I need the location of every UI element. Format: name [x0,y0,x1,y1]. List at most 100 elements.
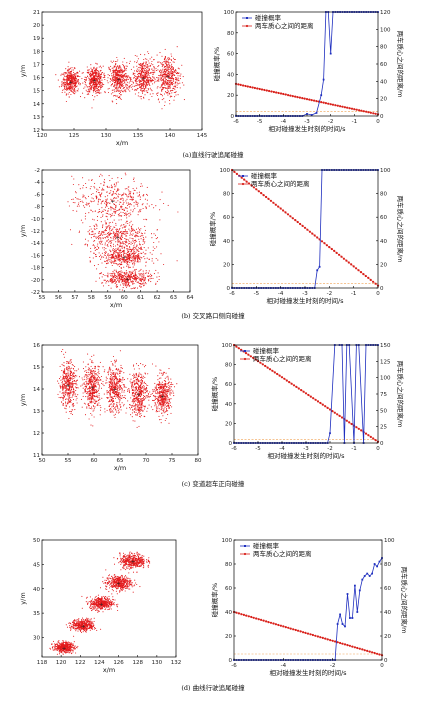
scatter-0-point [98,85,100,87]
scatter-0-point [71,75,73,78]
scatter-1-point [120,245,122,248]
line-0-y2tick-label: 20 [380,97,387,103]
scatter-0-point [174,74,176,77]
scatter-0-point [96,80,98,82]
scatter-1-point [112,221,114,223]
scatter-1-point [107,254,109,256]
scatter-1-point [125,215,127,217]
scatter-2-point [89,402,91,404]
scatter-0-ytick-label: 15 [33,89,40,95]
scatter-0-point [116,86,118,88]
scatter-0-point [167,81,169,83]
scatter-1-point [159,199,161,201]
scatter-1-ytick-label: -18 [31,266,40,272]
scatter-1-point [150,274,153,276]
scatter-0-point [61,83,63,85]
scatter-1-point [118,241,120,243]
scatter-1-point [133,246,135,248]
scatter-1-point [118,219,120,221]
scatter-1-point [126,220,128,222]
scatter-2-point [67,379,69,381]
scatter-0-point [107,82,109,84]
scatter-1-point [75,192,77,194]
scatter-0-point [146,66,148,68]
scatter-1-point [115,210,117,212]
scatter-1-point [118,280,120,282]
scatter-1-point [109,232,111,234]
scatter-0-point [136,79,138,81]
scatter-0-point [71,67,73,69]
scatter-0-point [119,75,121,77]
scatter-1-point [129,196,132,198]
scatter-1-point [113,249,115,251]
scatter-1-point [104,206,107,208]
scatter-1-point [71,198,73,201]
scatter-0-point [143,65,146,67]
scatter-0-point [160,86,162,88]
scatter-0-point [126,77,128,79]
scatter-0-point [96,63,98,65]
scatter-1-point [111,177,113,179]
scatter-0-point [121,69,123,71]
scatter-1-point [125,225,127,227]
scatter-1-point [151,253,153,255]
scatter-1-point [159,219,161,221]
scatter-0-point [172,57,175,59]
scatter-1-point [114,245,117,247]
scatter-2-point [66,362,68,364]
scatter-1-point [129,193,131,195]
scatter-0-point [69,71,71,73]
scatter-1-point [83,195,85,197]
scatter-1-point [101,282,103,284]
scatter-2-point [72,383,74,385]
scatter-0-point [144,58,146,60]
scatter-0-point [99,80,101,83]
scatter-1-point [163,263,165,266]
scatter-1-point [110,246,112,248]
scatter-0-point [129,79,132,81]
scatter-0-point [158,80,160,82]
scatter-1-point [130,191,132,193]
scatter-0-point [90,85,93,88]
scatter-0-point [164,65,166,67]
scatter-0-point [113,79,115,81]
scatter-0-point [110,60,112,62]
scatter-0-point [152,79,155,81]
scatter-0-point [164,58,166,60]
scatter-1-point [79,201,81,203]
scatter-1-point [126,248,128,250]
scatter-1-point [129,245,131,248]
scatter-1-point [90,209,92,212]
scatter-1-point [128,196,130,198]
scatter-1-point [132,262,134,264]
scatter-0-point [148,72,150,75]
scatter-0-point [65,94,67,96]
scatter-0-point [154,69,156,71]
scatter-0-point [171,92,173,94]
scatter-0-point [167,90,169,92]
scatter-1-point [158,241,160,243]
scatter-2-point [60,396,62,398]
scatter-1-point [107,195,109,197]
scatter-0-point [81,78,83,80]
scatter-1-point [138,281,140,283]
scatter-0-point [95,87,97,89]
scatter-1-point [109,244,112,246]
line-1-ytick-label: 80 [223,192,230,198]
scatter-1-point [124,274,126,276]
scatter-0-point [102,65,104,67]
scatter-0-point [100,87,102,89]
scatter-2-point [62,403,64,405]
line-1-xtick-label: -5 [254,291,260,297]
scatter-0-point [174,81,176,83]
scatter-0-point [126,74,128,76]
scatter-1-point [130,220,132,222]
scatter-1-point [79,188,81,190]
scatter-1-point [140,273,142,275]
scatter-1-point [120,219,122,221]
scatter-1-point [141,233,144,235]
scatter-0-center-marker-0: + [68,80,73,86]
scatter-0-point [62,89,64,91]
scatter-1-point [137,257,139,259]
scatter-0-ytick-label: 14 [33,102,40,108]
